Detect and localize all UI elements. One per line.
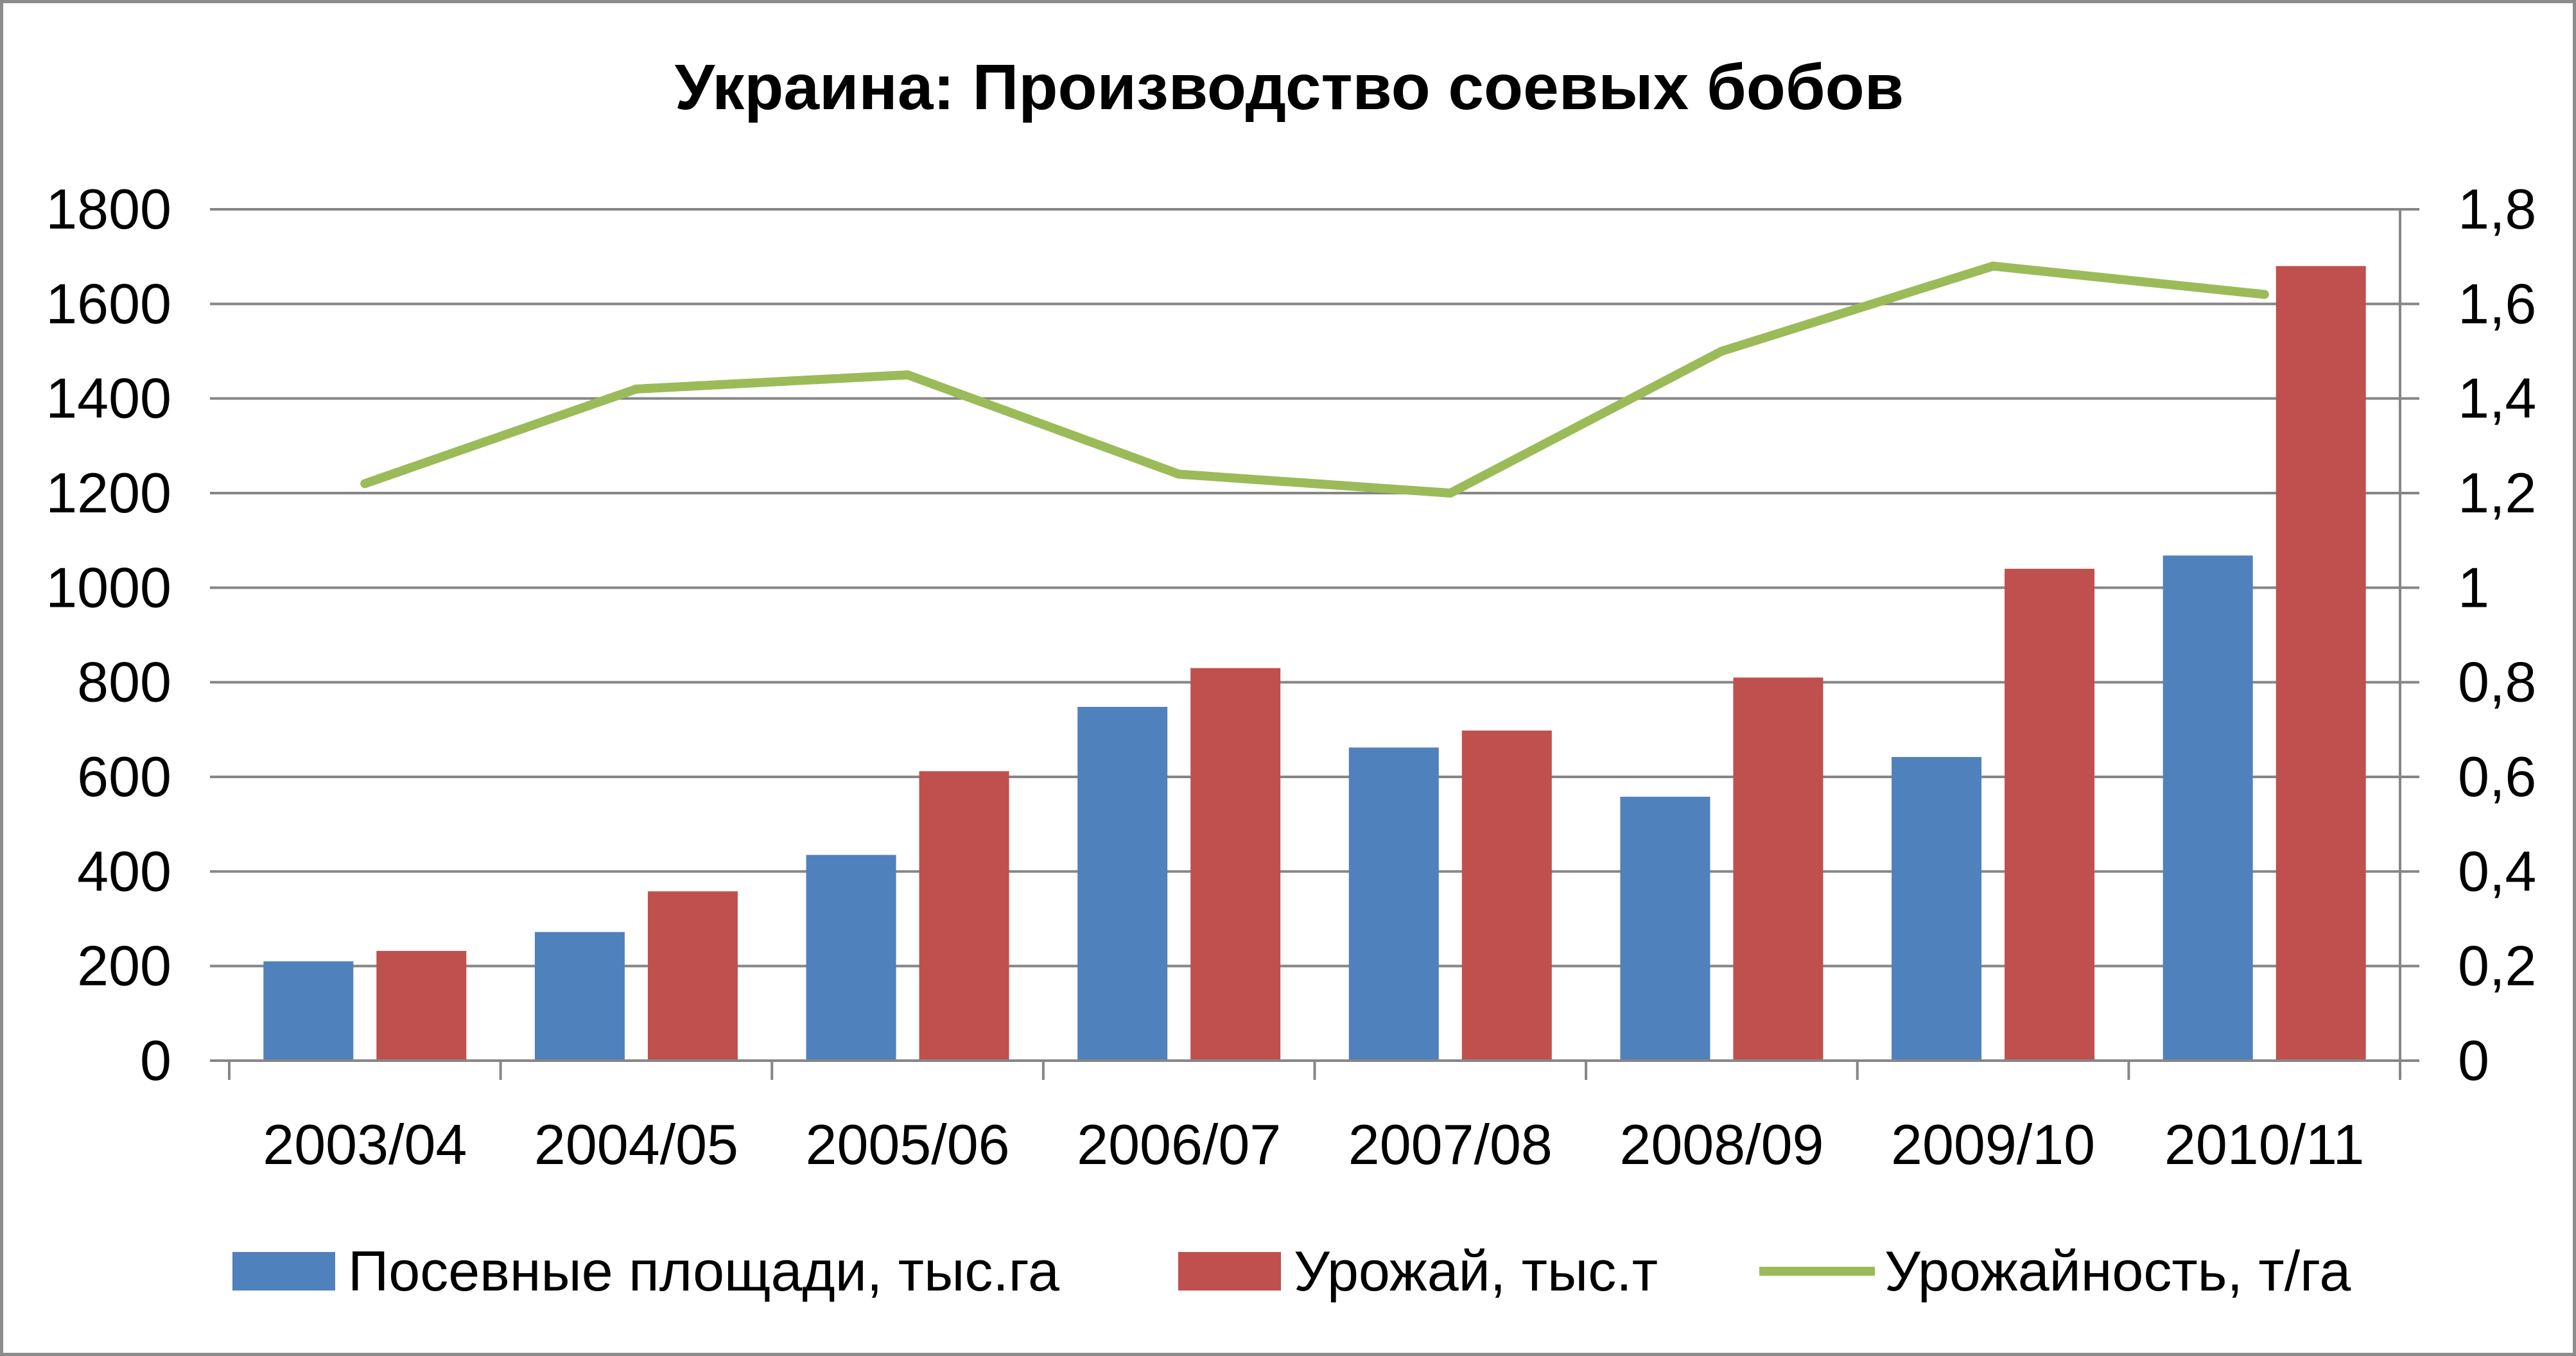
legend-swatch [1178,1252,1281,1291]
yield-point [1445,489,1455,498]
right-tick-label: 0,4 [2458,839,2536,903]
x-tick-label: 2007/08 [1348,1113,1553,1176]
right-tick-label: 1,4 [2458,367,2536,430]
harvest-bar [1733,677,1823,1061]
area-bar [1620,796,1710,1061]
legend-label: Урожай, тыс.т [1294,1239,1658,1303]
legend: Посевные площади, тыс.га Урожай, тыс.т Уро… [232,1239,2351,1303]
right-axis-ticks: 0 0,2 0,4 0,6 0,8 1 1,2 1,4 1,6 1,8 [2458,177,2536,1092]
area-bar [806,855,896,1061]
left-tick-label: 1400 [46,367,171,430]
x-tick-label: 2010/11 [2164,1113,2365,1176]
harvest-bar [376,951,467,1061]
harvest-bar [1190,668,1281,1061]
left-tick-label: 1200 [46,461,171,525]
left-tick-label: 1000 [46,555,171,619]
area-bar [1077,706,1168,1061]
legend-swatch [232,1252,335,1291]
yield-line [360,261,2269,498]
harvest-bar [1461,730,1552,1061]
left-axis-ticks: 0 200 400 600 800 1000 1200 1400 1600 1800 [46,177,171,1092]
left-tick-label: 200 [77,934,171,998]
area-bar [263,961,354,1061]
gridlines [229,208,2400,968]
area-bar [1348,747,1439,1061]
soybean-production-chart: Украина: Производство соевых бобов 02004… [46,51,2536,1303]
x-tick-label: 2005/06 [806,1113,1010,1176]
right-tick-label: 1,8 [2458,177,2536,241]
area-bar [534,932,625,1061]
x-tick-label: 2003/04 [263,1113,467,1176]
right-tick-label: 0,8 [2458,650,2536,714]
left-tick-label: 400 [77,839,171,903]
right-tick-label: 1,2 [2458,461,2536,525]
yield-point [631,384,641,394]
legend-label: Посевные площади, тыс.га [348,1239,1059,1303]
yield-point [360,479,370,489]
right-tick-label: 0,6 [2458,745,2536,808]
chart-title: Украина: Производство соевых бобов [675,51,1904,123]
area-bar [2163,555,2253,1061]
yield-point [1174,469,1184,479]
area-bar [1892,757,1982,1061]
x-axis-ticks: 2003/04 2004/05 2005/06 2006/07 2007/08 2008/… [263,1113,2364,1176]
left-tick-label: 1600 [46,272,171,335]
right-tick-label: 1,6 [2458,272,2536,335]
left-tick-label: 800 [77,650,171,714]
yield-point [1989,261,1998,271]
yield-point [903,370,912,379]
x-tick-label: 2009/10 [1891,1113,2095,1176]
x-tick-label: 2004/05 [534,1113,738,1176]
left-tick-label: 1800 [46,177,171,241]
x-tick-label: 2006/07 [1077,1113,1281,1176]
legend-label: Урожайность, т/га [1884,1239,2351,1303]
right-tick-label: 0 [2458,1029,2489,1092]
yield-point [1717,347,1727,356]
harvest-bar [647,891,738,1061]
left-tick-label: 600 [77,745,171,808]
x-tick-label: 2008/09 [1619,1113,1823,1176]
harvest-bar [2276,266,2366,1061]
yield-point [2259,290,2269,299]
right-tick-label: 0,2 [2458,934,2536,998]
axes [210,208,2419,1080]
harvest-bar [2005,568,2095,1061]
yield-line-series [360,261,2269,498]
bars [263,266,2366,1061]
right-tick-label: 1 [2458,555,2489,619]
harvest-bar [919,771,1009,1061]
left-tick-label: 0 [140,1029,171,1092]
